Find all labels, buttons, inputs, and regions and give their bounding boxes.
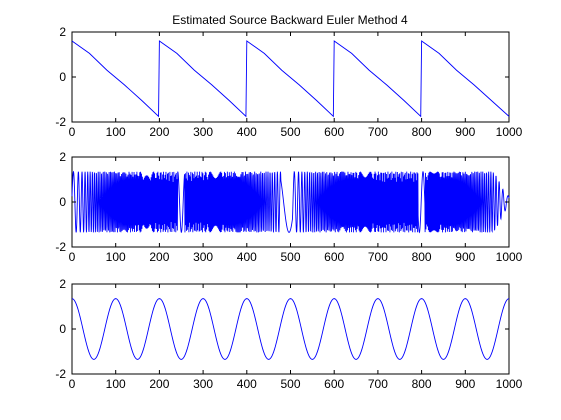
x-tick-label: 800 (412, 377, 432, 391)
series-line-1 (71, 40, 510, 118)
x-tick-label: 100 (106, 377, 126, 391)
x-tick-label: 700 (368, 125, 388, 139)
x-tick-label: 0 (69, 377, 76, 391)
x-tick-label: 200 (149, 250, 169, 264)
x-tick-label: 500 (280, 250, 300, 264)
y-tick-label: 0 (59, 195, 66, 209)
subplot-3: 0 100 200 300 400 500 600 700 800 900 1000 -202 (55, 277, 522, 391)
x-ticks-1: 0 100 200 300 400 500 600 700 800 900 1000 (69, 32, 523, 139)
x-tick-label: 600 (324, 377, 344, 391)
y-tick-label: -2 (55, 367, 66, 381)
x-tick-label: 400 (237, 250, 257, 264)
y-ticks-1: -2 0 2 (55, 25, 509, 129)
x-tick-label: 700 (368, 250, 388, 264)
x-tick-label: 0 (69, 125, 76, 139)
x-tick-label: 400 (237, 125, 257, 139)
x-tick-label: 300 (193, 125, 213, 139)
subplot-1: 0 100 200 300 400 500 600 700 800 900 1000 -202 (55, 25, 522, 139)
x-tick-label: 300 (193, 377, 213, 391)
x-ticks-3: 0 100 200 300 400 500 600 700 800 900 1000 (69, 284, 523, 391)
y-tick-label: 2 (59, 150, 66, 164)
y-tick-label: 2 (59, 277, 66, 291)
x-tick-label: 500 (280, 377, 300, 391)
x-tick-label: 800 (412, 250, 432, 264)
y-ticks-2: -2 0 2 (55, 150, 509, 254)
x-tick-label: 900 (455, 377, 475, 391)
x-tick-label: 0 (69, 250, 76, 264)
x-ticks-2: 0 100 200 300 400 500 600 700 800 900 1000 (69, 157, 523, 264)
x-tick-label: 800 (412, 125, 432, 139)
chart-title: Estimated Source Backward Euler Method 4 (172, 13, 408, 27)
x-tick-label: 1000 (496, 125, 523, 139)
y-tick-label: -2 (55, 240, 66, 254)
subplot-2: 0 100 200 300 400 500 600 700 800 900 1000 -202 (55, 150, 522, 264)
axes-box-3 (71, 283, 510, 375)
x-tick-label: 1000 (496, 250, 523, 264)
x-tick-label: 400 (237, 377, 257, 391)
x-tick-label: 500 (280, 125, 300, 139)
y-tick-label: -2 (55, 115, 66, 129)
x-tick-label: 100 (106, 125, 126, 139)
x-tick-label: 700 (368, 377, 388, 391)
x-tick-label: 200 (149, 125, 169, 139)
y-tick-label: 0 (59, 322, 66, 336)
x-tick-label: 200 (149, 377, 169, 391)
x-tick-label: 900 (455, 250, 475, 264)
series-line-2 (71, 170, 510, 234)
x-tick-label: 900 (455, 125, 475, 139)
x-tick-label: 600 (324, 250, 344, 264)
x-tick-label: 100 (106, 250, 126, 264)
x-tick-label: 600 (324, 125, 344, 139)
x-tick-label: 300 (193, 250, 213, 264)
y-tick-label: 0 (59, 70, 66, 84)
y-ticks-3: -2 0 2 (55, 277, 509, 381)
series-line-3 (71, 298, 510, 360)
x-tick-label: 1000 (496, 377, 523, 391)
y-tick-label: 2 (59, 25, 66, 39)
